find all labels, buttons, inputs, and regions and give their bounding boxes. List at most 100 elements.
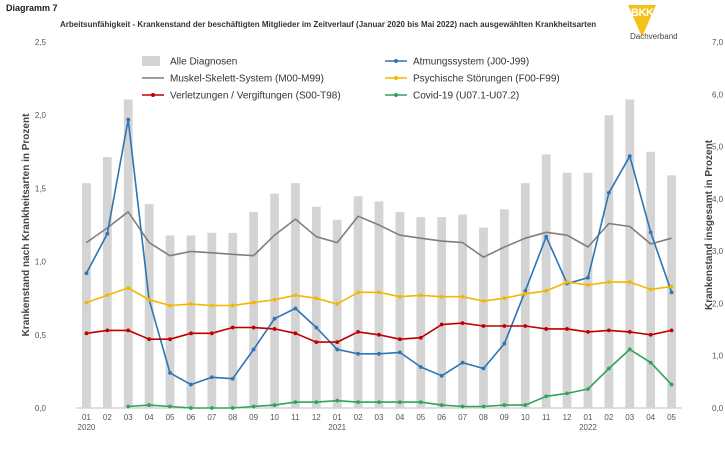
- legend-swatch-bars: [142, 56, 160, 66]
- bar-alle-diagnosen: [186, 235, 196, 408]
- bar-alle-diagnosen: [416, 217, 426, 408]
- point-atmung: [606, 190, 611, 195]
- x-tick-label: 09: [500, 413, 509, 422]
- point-psyche: [397, 294, 402, 299]
- diagram-label: Diagramm 7: [6, 3, 58, 13]
- point-verletzung: [648, 332, 653, 337]
- point-atmung: [356, 351, 361, 356]
- x-tick-label: 01: [82, 413, 91, 422]
- point-verletzung: [481, 324, 486, 328]
- point-verletzung: [377, 332, 381, 337]
- y-right-tick-label: 2,0: [712, 299, 724, 308]
- point-atmung: [439, 373, 444, 378]
- bar-alle-diagnosen: [458, 214, 467, 408]
- x-year-label: 2020: [78, 423, 96, 432]
- point-covid: [565, 391, 569, 396]
- x-tick-label: 12: [563, 413, 572, 422]
- x-tick-label: 02: [604, 413, 613, 422]
- x-tick-label: 10: [270, 413, 279, 422]
- point-verletzung: [627, 329, 632, 334]
- bar-alle-diagnosen: [479, 227, 488, 408]
- bar-alle-diagnosen: [583, 172, 593, 408]
- point-atmung: [209, 375, 214, 380]
- point-covid: [606, 366, 611, 371]
- point-covid: [544, 394, 549, 399]
- point-verletzung: [105, 328, 110, 333]
- x-tick-label: 09: [249, 413, 258, 422]
- x-tick-label: 08: [479, 413, 488, 422]
- point-psyche: [251, 300, 256, 305]
- y-right-tick-label: 3,0: [712, 247, 724, 256]
- point-psyche: [627, 280, 632, 284]
- point-atmung: [523, 288, 528, 293]
- point-verletzung: [460, 321, 465, 325]
- point-covid: [460, 404, 465, 409]
- point-atmung: [335, 347, 340, 352]
- point-psyche: [523, 291, 528, 296]
- x-tick-label: 10: [521, 413, 530, 422]
- point-covid: [126, 404, 131, 409]
- x-tick-label: 03: [375, 413, 384, 422]
- point-psyche: [586, 283, 590, 287]
- bar-alle-diagnosen: [228, 232, 238, 408]
- bar-alle-diagnosen: [249, 211, 259, 408]
- x-tick-label: 05: [166, 413, 175, 422]
- point-atmung: [669, 290, 674, 295]
- point-psyche: [105, 293, 110, 298]
- x-tick-label: 08: [228, 413, 237, 422]
- bar-alle-diagnosen: [144, 204, 154, 408]
- x-tick-label: 12: [312, 413, 321, 422]
- point-verletzung: [544, 327, 549, 331]
- point-covid: [189, 406, 193, 410]
- point-atmung: [377, 351, 381, 356]
- point-covid: [272, 403, 277, 407]
- point-atmung: [230, 376, 235, 381]
- point-verletzung: [84, 331, 89, 336]
- point-atmung: [84, 271, 89, 276]
- x-tick-label: 04: [145, 413, 154, 422]
- point-psyche: [126, 286, 131, 290]
- point-psyche: [648, 287, 653, 292]
- point-psyche: [189, 302, 193, 306]
- point-covid: [356, 400, 361, 405]
- point-verletzung: [168, 337, 172, 342]
- y-right-tick-label: 7,0: [712, 38, 724, 47]
- point-atmung: [314, 325, 319, 330]
- y-left-tick-label: 1,0: [35, 258, 47, 267]
- bar-alle-diagnosen: [604, 115, 614, 408]
- point-verletzung: [209, 331, 214, 336]
- point-covid: [230, 406, 235, 410]
- y-right-tick-label: 5,0: [712, 143, 724, 152]
- bar-alle-diagnosen: [165, 235, 175, 408]
- point-psyche: [418, 293, 423, 298]
- x-tick-label: 11: [291, 413, 300, 422]
- x-tick-label: 05: [667, 413, 676, 422]
- point-verletzung: [147, 337, 152, 342]
- point-atmung: [460, 360, 465, 365]
- point-covid: [627, 347, 632, 352]
- bkk-logo: BKK Dachverband: [612, 3, 707, 45]
- point-covid: [502, 403, 507, 407]
- x-tick-label: 11: [542, 413, 551, 422]
- y-left-tick-label: 2,0: [35, 111, 47, 120]
- point-psyche: [377, 290, 381, 295]
- point-verletzung: [126, 328, 131, 333]
- point-atmung: [627, 154, 632, 159]
- y-left-tick-label: 2,5: [35, 38, 47, 47]
- point-covid: [335, 398, 340, 403]
- legend-label-covid: Covid-19 (U07.1-U07.2): [413, 91, 519, 102]
- point-atmung: [397, 350, 402, 355]
- bar-alle-diagnosen: [562, 172, 572, 408]
- legend-label-psyche: Psychische Störungen (F00-F99): [413, 74, 560, 85]
- x-tick-label: 07: [207, 413, 216, 422]
- bar-alle-diagnosen: [353, 196, 363, 408]
- x-tick-label: 06: [437, 413, 446, 422]
- point-covid: [209, 406, 214, 410]
- y-left-tick-label: 0,5: [35, 331, 47, 340]
- point-psyche: [460, 294, 465, 299]
- point-psyche: [84, 300, 89, 305]
- bar-alle-diagnosen: [395, 211, 405, 408]
- point-verletzung: [523, 324, 528, 328]
- point-covid: [251, 404, 256, 409]
- y-right-tick-label: 0,0: [712, 404, 724, 413]
